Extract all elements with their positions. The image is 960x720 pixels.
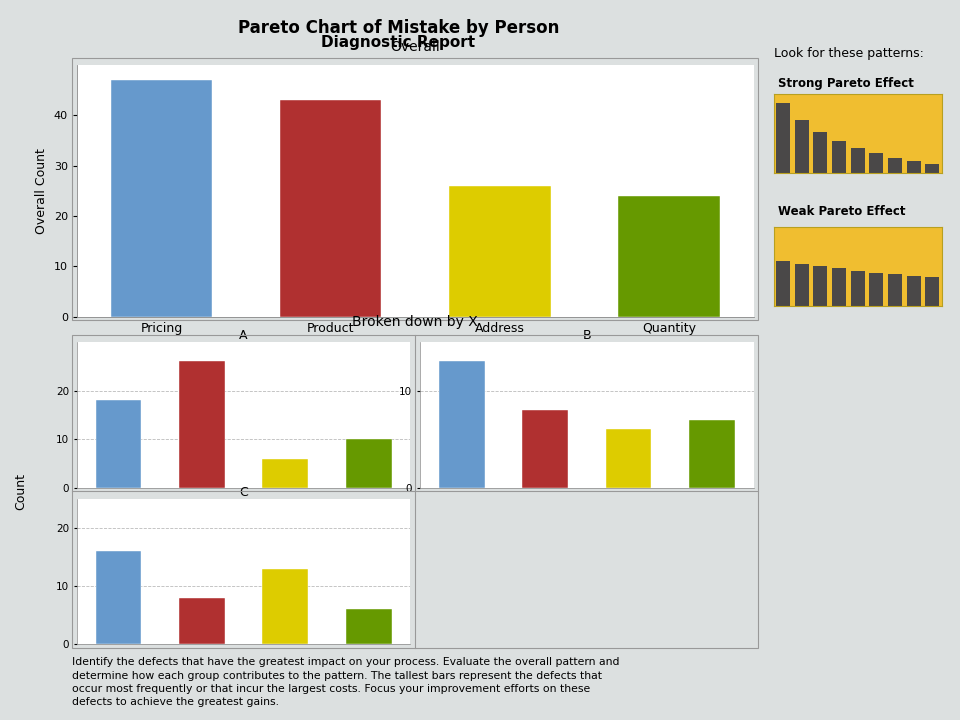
Text: Diagnostic Report: Diagnostic Report [322,35,475,50]
Bar [925,277,940,306]
Text: Weak Pareto Effect: Weak Pareto Effect [778,205,905,218]
Bar [776,104,790,173]
Bar [851,271,865,306]
Bar [907,276,921,306]
Bar [925,163,940,173]
Bar [795,264,808,306]
Bar [262,459,308,488]
Bar [870,153,883,173]
Bar [179,361,225,488]
Bar [110,80,212,317]
Text: Strong Pareto Effect: Strong Pareto Effect [778,77,914,90]
Bar [439,361,485,488]
Bar [832,269,846,306]
Bar [870,273,883,306]
Bar [832,141,846,173]
Bar [346,439,392,488]
Text: Count: Count [14,473,28,510]
Bar [851,148,865,173]
Bar [689,420,734,488]
Title: C: C [239,485,248,498]
Bar [606,429,652,488]
Bar [262,569,308,644]
Title: A: A [239,329,248,342]
Bar [346,609,392,644]
Bar [449,186,551,317]
Text: Broken down by X: Broken down by X [352,315,478,329]
Y-axis label: Overall Count: Overall Count [36,148,48,234]
Title: B: B [583,329,591,342]
Bar [96,400,141,488]
Text: Overall: Overall [391,40,440,54]
Bar [907,161,921,173]
Bar [813,132,828,173]
Text: Pareto Chart of Mistake by Person: Pareto Chart of Mistake by Person [238,19,559,37]
Bar [776,261,790,306]
Bar [888,158,902,173]
Bar [813,266,828,306]
Text: Look for these patterns:: Look for these patterns: [774,47,924,60]
Bar [179,598,225,644]
Bar [96,551,141,644]
Bar [888,274,902,306]
Bar [522,410,568,488]
Text: Identify the defects that have the greatest impact on your process. Evaluate the: Identify the defects that have the great… [72,657,619,707]
Bar [795,120,808,173]
Bar [618,196,720,317]
Bar [280,100,381,317]
